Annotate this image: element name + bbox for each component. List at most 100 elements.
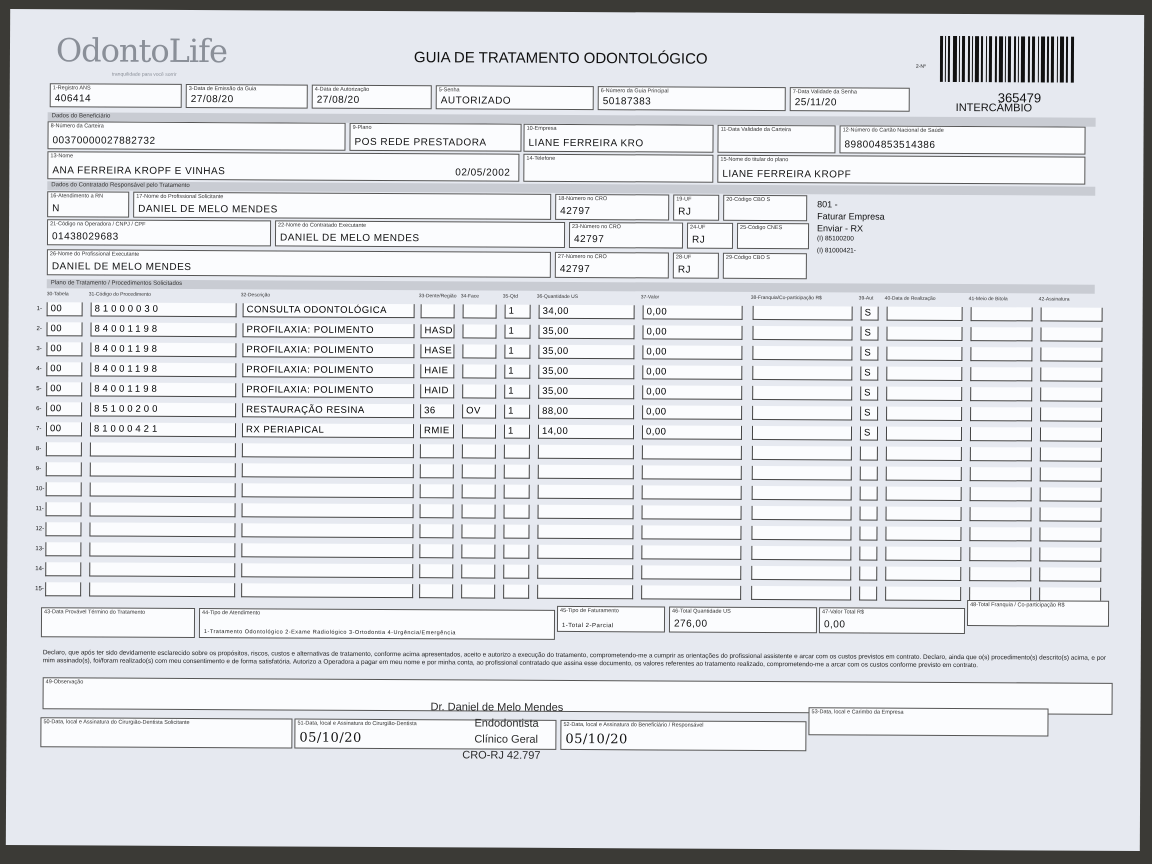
table-cell	[241, 563, 414, 579]
table-cell: 00	[46, 322, 83, 337]
table-cell	[537, 544, 634, 560]
table-cell	[89, 562, 236, 578]
field-label: 25-Código CNES	[740, 224, 783, 232]
form-title: GUIA DE TRATAMENTO ODONTOLÓGICO	[413, 49, 708, 68]
table-cell	[885, 506, 962, 522]
side-note: Enviar - RX	[817, 223, 864, 234]
table-cell	[89, 482, 236, 498]
table-cell	[45, 502, 82, 517]
footer-field: 43-Data Provável Término do Tratamento	[40, 607, 196, 639]
field-label: 22-Nome do Contratado Executante	[278, 222, 367, 229]
form-field: 4-Data de Autorização 27/08/20	[311, 84, 432, 110]
field-label: 24-UF	[690, 224, 706, 231]
table-cell	[885, 466, 962, 482]
row-number: 14-	[35, 566, 44, 573]
table-cell	[45, 562, 82, 577]
row-number: 9-	[35, 466, 42, 473]
table-cell	[885, 446, 962, 462]
table-cell	[89, 582, 236, 598]
table-cell	[970, 367, 1033, 382]
table-cell	[1039, 427, 1103, 442]
table-cell	[970, 347, 1033, 362]
row-number: 12-	[35, 526, 45, 533]
table-cell	[886, 326, 963, 342]
table-cell	[45, 522, 82, 537]
table-cell	[752, 345, 853, 361]
table-cell: 00	[46, 362, 83, 377]
row-number: 4-	[36, 366, 42, 373]
table-cell: 81000421	[89, 422, 237, 438]
field-value: POS REDE PRESTADORA	[354, 136, 487, 149]
table-cell: 35,00	[538, 344, 635, 360]
table-cell	[537, 464, 634, 480]
form-field: 8-Número da Carteira 00370000027882732	[47, 121, 346, 151]
table-cell: 35,00	[538, 364, 635, 380]
form-field: 14-Telefone	[523, 153, 714, 183]
form-field: 21-Código na Operadora / CNPJ / CPF 01438…	[46, 219, 272, 247]
table-cell	[45, 542, 82, 557]
table-cell	[461, 424, 497, 439]
table-cell: HASE	[420, 344, 455, 359]
table-cell	[970, 407, 1033, 422]
table-cell	[462, 304, 497, 319]
declaration: Declaro, que após ter sido devidamente e…	[42, 649, 1106, 670]
table-cell	[461, 444, 496, 459]
table-cell: PROFILAXIA: POLIMENTO	[242, 363, 415, 379]
form-field: 29-Código CBO S	[722, 252, 807, 280]
table-cell: HASD	[420, 324, 455, 339]
table-cell: 1	[504, 384, 531, 399]
field-value: DANIEL DE MELO MENDES	[51, 261, 192, 273]
table-cell: 85100200	[90, 402, 237, 418]
form-field: 5-Senha AUTORIZADO	[435, 85, 594, 111]
field-label: 9-Plano	[352, 124, 372, 131]
table-cell	[969, 527, 1032, 542]
field-value: 00370000027882732	[52, 135, 156, 147]
stamp-line: Clínico Geral	[474, 733, 538, 746]
table-cell	[641, 445, 742, 460]
table-cell	[969, 467, 1032, 482]
table-cell	[462, 344, 497, 359]
table-cell: RMIE	[419, 424, 455, 439]
table-cell	[859, 586, 878, 601]
table-cell: 00	[46, 342, 83, 357]
column-header: 42-Assinatura	[1038, 296, 1070, 303]
table-cell: S	[860, 306, 879, 321]
table-cell	[641, 485, 742, 500]
table-cell	[859, 506, 878, 521]
field-label: 23-Número no CRO	[572, 223, 621, 231]
table-cell	[859, 446, 878, 461]
form-field: 25-Código CNES	[736, 222, 810, 250]
stamp-line: Endodontista	[474, 717, 539, 730]
table-cell	[420, 304, 455, 319]
field-value: DANIEL DE MELO MENDES	[138, 203, 278, 216]
field-value: 27/08/20	[316, 94, 360, 106]
table-cell	[45, 582, 82, 597]
table-cell	[461, 544, 496, 559]
field-label: 12-Número do Cartão Nacional de Saúde	[842, 127, 944, 134]
table-cell	[970, 387, 1033, 402]
guide-note: INTERCÂMBIO	[955, 101, 1033, 115]
table-cell	[503, 524, 530, 539]
table-cell: S	[860, 366, 879, 381]
table-cell	[751, 465, 852, 481]
table-cell	[89, 502, 236, 518]
field-value: DANIEL DE MELO MENDES	[279, 232, 420, 245]
table-cell	[859, 566, 878, 581]
table-cell	[1039, 507, 1102, 522]
table-cell	[969, 547, 1032, 562]
table-cell	[859, 486, 878, 501]
table-cell: 0,00	[642, 345, 743, 360]
table-cell	[462, 364, 497, 379]
form-field: 16-Atendimento a RN N	[47, 191, 130, 218]
field-value: N	[52, 203, 60, 215]
row-number: 3-	[36, 346, 42, 353]
table-cell: 1	[504, 304, 531, 319]
row-number: 11-	[35, 506, 44, 513]
table-cell	[1040, 387, 1103, 402]
signature-field: 52-Data, local e Assinatura do Beneficiá…	[560, 719, 807, 752]
table-cell	[537, 484, 634, 500]
table-cell	[859, 526, 878, 541]
form-field: 23-Número no CRO 42797	[568, 221, 684, 249]
table-cell: HAIE	[420, 364, 455, 379]
table-cell	[969, 567, 1032, 582]
